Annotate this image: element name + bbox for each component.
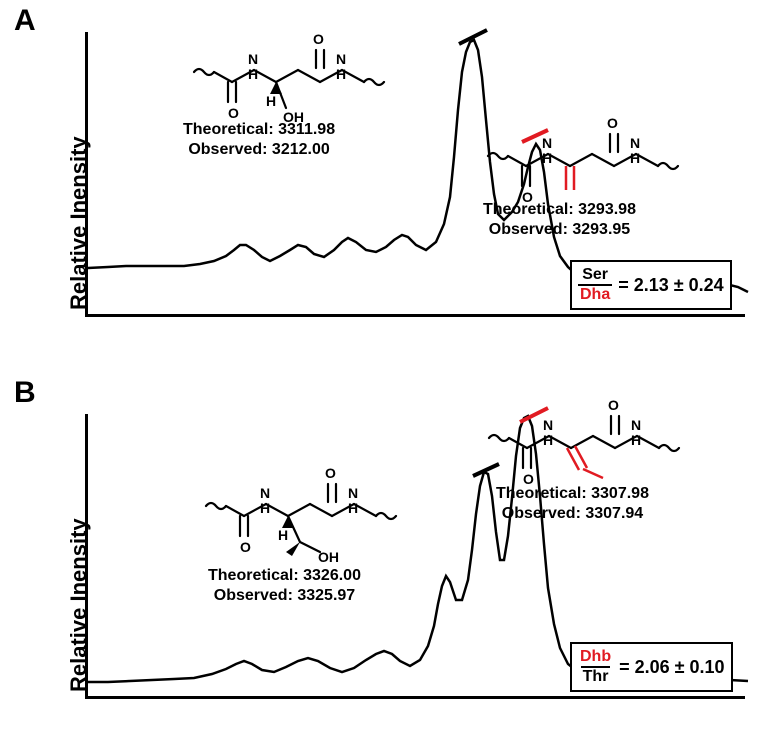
svg-text:N: N bbox=[630, 135, 640, 151]
svg-text:O: O bbox=[240, 539, 251, 555]
svg-text:N: N bbox=[631, 417, 641, 433]
svg-text:H: H bbox=[543, 432, 553, 448]
svg-text:O: O bbox=[313, 31, 324, 47]
panel-a-ratio-num: Ser bbox=[580, 266, 610, 284]
panel-a-annot-left: Theoretical: 3311.98 Observed: 3212.00 bbox=[183, 120, 335, 160]
panel-a-ratio-den: Dha bbox=[578, 284, 612, 304]
panel-a-ratio-frac: Ser Dha bbox=[578, 266, 612, 304]
panel-a-annot-right: Theoretical: 3293.98 Observed: 3293.95 bbox=[483, 200, 636, 240]
svg-text:N: N bbox=[543, 417, 553, 433]
svg-text:O: O bbox=[608, 397, 619, 413]
panel-b-annot-right: Theoretical: 3307.98 Observed: 3307.94 bbox=[496, 484, 649, 524]
annot-a-right-obs: Observed: 3293.95 bbox=[483, 220, 636, 240]
svg-text:H: H bbox=[542, 150, 552, 166]
panel-b-ratio-val: = 2.06 ± 0.10 bbox=[619, 657, 724, 678]
svg-text:O: O bbox=[325, 465, 336, 481]
panel-b-ratio-box: Dhb Thr = 2.06 ± 0.10 bbox=[570, 642, 733, 692]
svg-text:H: H bbox=[631, 432, 641, 448]
panel-a-ratio-box: Ser Dha = 2.13 ± 0.24 bbox=[570, 260, 732, 310]
panel-b-ratio-num: Dhb bbox=[578, 648, 613, 666]
annot-b-right-theo: Theoretical: 3307.98 bbox=[496, 484, 649, 504]
panel-a-tick1 bbox=[457, 28, 491, 48]
panel-b-label: B bbox=[14, 376, 36, 410]
svg-text:H: H bbox=[266, 93, 276, 109]
panel-a-label: A bbox=[14, 4, 36, 38]
svg-text:N: N bbox=[348, 485, 358, 501]
annot-a-left-theo: Theoretical: 3311.98 bbox=[183, 120, 335, 140]
svg-text:H: H bbox=[336, 66, 346, 82]
panel-b-ratio-den: Thr bbox=[581, 666, 611, 686]
panel-b-plot: O N H O N H OH H bbox=[85, 414, 745, 699]
panel-a-plot: O N H O N H O H H bbox=[85, 32, 745, 317]
panel-b-annot-left: Theoretical: 3326.00 Observed: 3325.97 bbox=[208, 566, 361, 606]
annot-a-right-theo: Theoretical: 3293.98 bbox=[483, 200, 636, 220]
panel-b: B Relative Inensity bbox=[0, 372, 768, 732]
svg-text:H: H bbox=[348, 500, 358, 516]
svg-text:N: N bbox=[248, 51, 258, 67]
svg-text:N: N bbox=[542, 135, 552, 151]
annot-a-left-obs: Observed: 3212.00 bbox=[183, 140, 335, 160]
svg-text:N: N bbox=[260, 485, 270, 501]
svg-text:O: O bbox=[228, 105, 239, 121]
panel-b-ratio-frac: Dhb Thr bbox=[578, 648, 613, 686]
annot-b-right-obs: Observed: 3307.94 bbox=[496, 504, 649, 524]
annot-b-left-obs: Observed: 3325.97 bbox=[208, 586, 361, 606]
svg-text:H: H bbox=[260, 500, 270, 516]
panel-a-ratio-val: = 2.13 ± 0.24 bbox=[618, 275, 723, 296]
annot-b-left-theo: Theoretical: 3326.00 bbox=[208, 566, 361, 586]
svg-text:H: H bbox=[630, 150, 640, 166]
svg-text:OH: OH bbox=[318, 549, 339, 565]
svg-text:H: H bbox=[278, 527, 288, 543]
panel-a: A Relative Inensity bbox=[0, 0, 768, 360]
svg-text:N: N bbox=[336, 51, 346, 67]
svg-text:O: O bbox=[607, 115, 618, 131]
svg-text:H: H bbox=[248, 66, 258, 82]
